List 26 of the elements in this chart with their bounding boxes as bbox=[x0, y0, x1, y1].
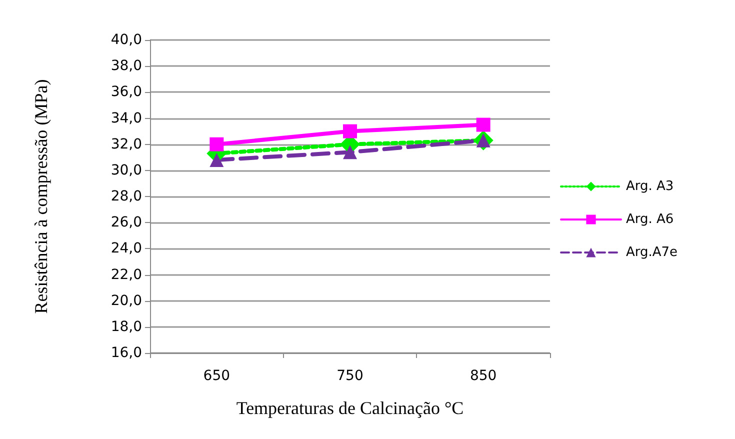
y-tick-label: 34,0 bbox=[110, 110, 142, 126]
legend-label: Arg. A3 bbox=[626, 179, 674, 194]
y-tick-label: 26,0 bbox=[110, 214, 142, 231]
y-tick-label: 18,0 bbox=[110, 318, 142, 335]
legend-label: Arg. A6 bbox=[626, 212, 674, 227]
y-axis-title: Resistência à compressão (MPa) bbox=[31, 79, 51, 314]
y-tick-label: 30,0 bbox=[110, 162, 142, 178]
y-tick-label: 16,0 bbox=[110, 345, 142, 361]
y-tick-label: 32,0 bbox=[110, 136, 142, 152]
y-tick-label: 40,0 bbox=[110, 32, 142, 48]
point bbox=[343, 145, 357, 160]
x-tick-label: 850 bbox=[470, 368, 497, 384]
x-tick-label: 750 bbox=[336, 368, 364, 384]
y-tick-label: 22,0 bbox=[110, 266, 142, 283]
point bbox=[210, 137, 224, 152]
legend-label: Arg.A7e bbox=[626, 245, 678, 260]
point bbox=[210, 152, 224, 167]
y-tick-label: 20,0 bbox=[110, 292, 142, 309]
y-tick-label: 24,0 bbox=[110, 240, 142, 257]
y-tick-label: 28,0 bbox=[110, 188, 142, 204]
x-axis-title: Temperaturas de Calcinação °C bbox=[236, 398, 464, 418]
y-tick-label: 38,0 bbox=[110, 58, 142, 74]
x-tick-label: 650 bbox=[203, 368, 230, 384]
point bbox=[343, 124, 357, 138]
y-tick-label: 36,0 bbox=[110, 84, 142, 100]
point bbox=[476, 118, 490, 132]
